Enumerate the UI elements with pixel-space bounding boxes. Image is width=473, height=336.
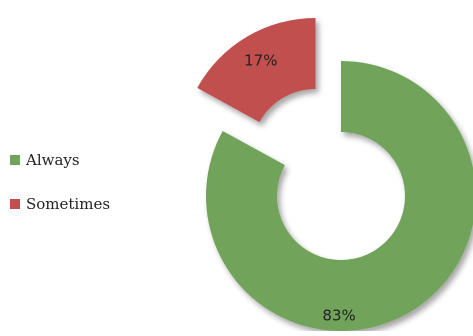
legend-item-sometimes: Sometimes [10, 192, 110, 216]
legend: Always Sometimes [10, 148, 110, 236]
legend-label-always: Always [26, 151, 80, 169]
legend-item-always: Always [10, 148, 110, 172]
legend-swatch-sometimes [10, 199, 20, 209]
slice-sometimes [197, 17, 316, 123]
legend-label-sometimes: Sometimes [26, 195, 111, 213]
legend-swatch-always [10, 155, 20, 165]
slice-label-always: 83% [322, 306, 355, 324]
slice-label-sometimes: 17% [244, 51, 277, 69]
slice-always [206, 61, 473, 331]
